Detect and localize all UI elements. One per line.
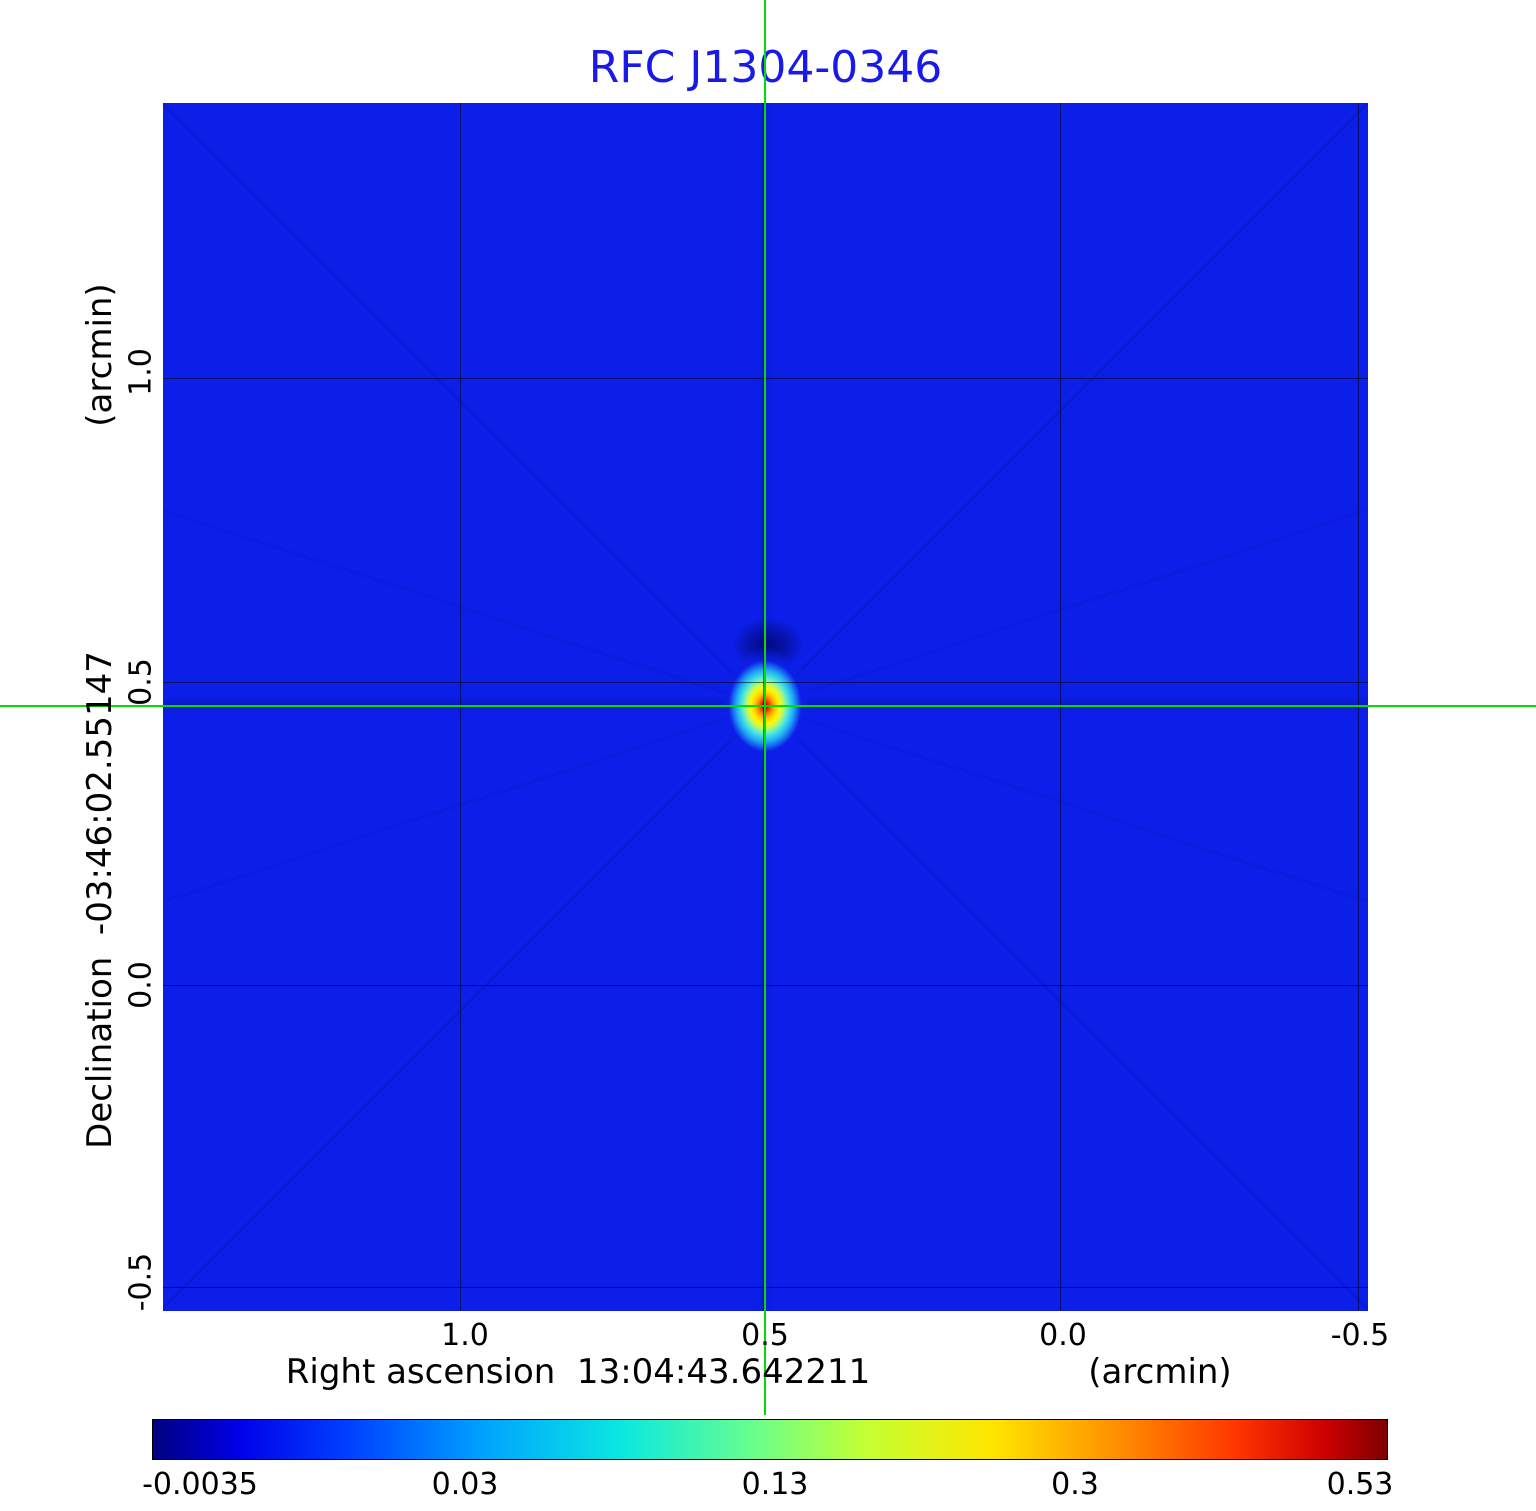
right-ascension-axis-unit: (arcmin) xyxy=(1088,1352,1232,1392)
colorbar-tick-label-0: -0.0035 xyxy=(142,1467,258,1502)
colorbar-tick-label-3: 0.3 xyxy=(1051,1467,1099,1502)
y-tick-label-3: -0.5 xyxy=(123,1252,159,1312)
right-ascension-axis-label: Right ascension 13:04:43.642211 xyxy=(285,1352,871,1392)
x-tick-label-3: -0.5 xyxy=(1330,1318,1390,1353)
plot-title: RFC J1304-0346 xyxy=(588,42,943,93)
x-tick-label-1: 0.5 xyxy=(741,1318,789,1353)
colorbar-tick-label-4: 0.53 xyxy=(1326,1467,1394,1502)
y-tick-label-0: 1.0 xyxy=(123,348,159,396)
crosshair-vertical-line xyxy=(764,0,766,1415)
declination-axis-unit: (arcmin) xyxy=(80,283,120,427)
colorbar xyxy=(152,1419,1388,1460)
colorbar-tick-label-1: 0.03 xyxy=(431,1467,499,1502)
grid-line-vertical xyxy=(763,103,764,1311)
y-tick-label-1: 0.5 xyxy=(123,658,159,706)
grid-line-vertical xyxy=(460,103,461,1311)
declination-axis-label: Declination -03:46:02.55147 xyxy=(80,651,120,1149)
y-tick-label-2: 0.0 xyxy=(123,961,159,1009)
x-tick-label-0: 1.0 xyxy=(441,1318,489,1353)
crosshair-horizontal-line xyxy=(0,705,1536,707)
grid-line-vertical xyxy=(1060,103,1061,1311)
x-tick-label-2: 0.0 xyxy=(1039,1318,1087,1353)
colorbar-tick-label-2: 0.13 xyxy=(741,1467,809,1502)
grid-line-vertical xyxy=(1358,103,1359,1311)
